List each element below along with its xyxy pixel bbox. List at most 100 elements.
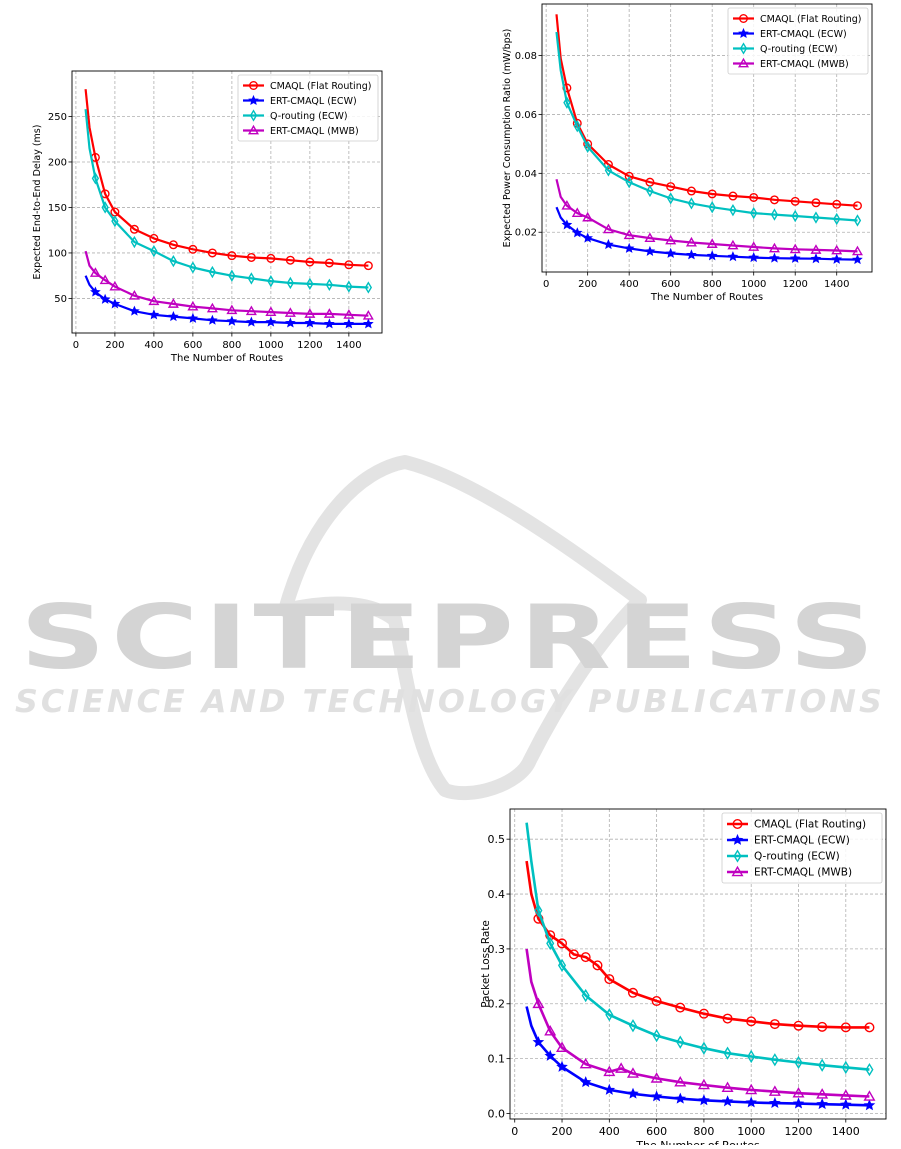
- data-point: [90, 286, 101, 297]
- x-tick-label: 0: [511, 1125, 518, 1138]
- data-point: [810, 244, 822, 254]
- data-point: [839, 1089, 852, 1100]
- data-point: [561, 219, 573, 230]
- y-tick-label: 0.4: [488, 888, 506, 901]
- y-tick-label: 250: [48, 112, 67, 123]
- data-point: [615, 1062, 628, 1073]
- data-point: [794, 1055, 803, 1070]
- y-axis-label: Expected Power Consumption Ratio (mW/bps…: [502, 29, 513, 248]
- data-point: [101, 201, 109, 214]
- data-point: [746, 1016, 757, 1027]
- data-point: [721, 1095, 734, 1107]
- legend-box: [237, 74, 379, 142]
- data-point: [770, 1053, 779, 1067]
- legend-label: ERT-CMAQL (MWB): [760, 59, 849, 70]
- legend-marker: [731, 833, 744, 845]
- data-point: [769, 195, 779, 205]
- data-point: [852, 253, 863, 265]
- series-2: [84, 275, 374, 329]
- x-tick-label: 200: [578, 279, 597, 290]
- plot-frame: [71, 70, 383, 334]
- y-tick-label: 0.0: [488, 1107, 506, 1120]
- y-tick-label: 0.1: [488, 1052, 506, 1065]
- y-tick-label: 0.2: [488, 998, 506, 1011]
- data-point: [748, 252, 760, 263]
- delay-chart-svg: 0 200 400 600 800 1000 1200 1400 50 100 150 200 250 T…: [32, 70, 383, 364]
- data-point: [603, 1065, 616, 1077]
- x-axis-label: The Number of Routes: [650, 292, 763, 303]
- data-point: [168, 311, 179, 322]
- data-point: [728, 191, 738, 201]
- x-tick-label: 600: [183, 340, 202, 351]
- data-point: [582, 211, 594, 222]
- x-axis-label: The Number of Routes: [635, 1139, 760, 1145]
- data-point: [267, 274, 275, 288]
- data-point: [789, 243, 801, 254]
- data-point: [840, 1022, 851, 1033]
- data-point: [697, 1078, 710, 1090]
- data-point: [793, 1020, 804, 1031]
- data-point: [579, 1057, 592, 1069]
- data-point: [623, 242, 635, 253]
- data-point: [227, 251, 237, 261]
- legend-marker: [249, 109, 258, 122]
- data-point: [286, 276, 295, 290]
- y-tick-label: 100: [48, 248, 67, 259]
- data-point: [727, 251, 739, 262]
- data-point: [207, 314, 218, 325]
- data-point: [207, 248, 217, 258]
- data-point: [324, 318, 335, 329]
- x-tick-label: 1000: [737, 1125, 765, 1138]
- data-point: [284, 307, 296, 317]
- data-point: [343, 309, 355, 319]
- data-point: [650, 1090, 663, 1102]
- data-point: [832, 199, 842, 209]
- data-point: [148, 295, 160, 306]
- data-point: [646, 184, 654, 198]
- data-point: [644, 232, 656, 243]
- x-axis-label: The Number of Routes: [170, 353, 283, 364]
- x-tick-label: 0: [73, 340, 79, 351]
- data-point: [745, 1083, 758, 1095]
- series-1: [525, 860, 875, 1033]
- data-point: [789, 252, 801, 263]
- legend-label: ERT-CMAQL (MWB): [754, 867, 852, 879]
- x-tick-label: 1400: [832, 1125, 860, 1138]
- data-point: [721, 1081, 734, 1093]
- watermark-brand: SCITEPRESS: [20, 586, 880, 689]
- data-point: [864, 1022, 875, 1033]
- data-point: [129, 224, 139, 234]
- x-tick-label: 1200: [297, 340, 322, 351]
- data-point: [768, 1085, 781, 1096]
- data-point: [816, 1098, 828, 1110]
- data-point: [723, 1046, 732, 1060]
- data-point: [811, 198, 821, 208]
- data-point: [544, 1025, 557, 1036]
- data-point: [651, 996, 662, 1007]
- data-point: [810, 253, 822, 264]
- data-point: [865, 1062, 874, 1077]
- y-axis-label: Packet Loss Rate: [480, 920, 492, 1008]
- data-point: [150, 244, 158, 258]
- data-point: [129, 305, 140, 316]
- data-point: [345, 280, 353, 293]
- data-point: [265, 316, 277, 327]
- x-tick-label: 600: [646, 1125, 667, 1138]
- data-point: [285, 255, 295, 265]
- data-point: [749, 192, 759, 202]
- y-tick-label: 0.5: [488, 833, 506, 846]
- data-point: [748, 241, 760, 251]
- data-point: [698, 1008, 709, 1019]
- data-point: [604, 974, 615, 985]
- data-point: [324, 258, 334, 268]
- legend-marker: [248, 81, 258, 91]
- legend-label: ERT-CMAQL (MWB): [270, 126, 359, 137]
- data-point: [226, 315, 238, 326]
- x-tick-label: 600: [661, 279, 680, 290]
- data-point: [727, 239, 739, 250]
- legend-marker: [247, 124, 260, 135]
- data-point: [581, 988, 590, 1003]
- data-point: [840, 1098, 852, 1110]
- data-point: [628, 1019, 638, 1033]
- series-1: [84, 89, 373, 271]
